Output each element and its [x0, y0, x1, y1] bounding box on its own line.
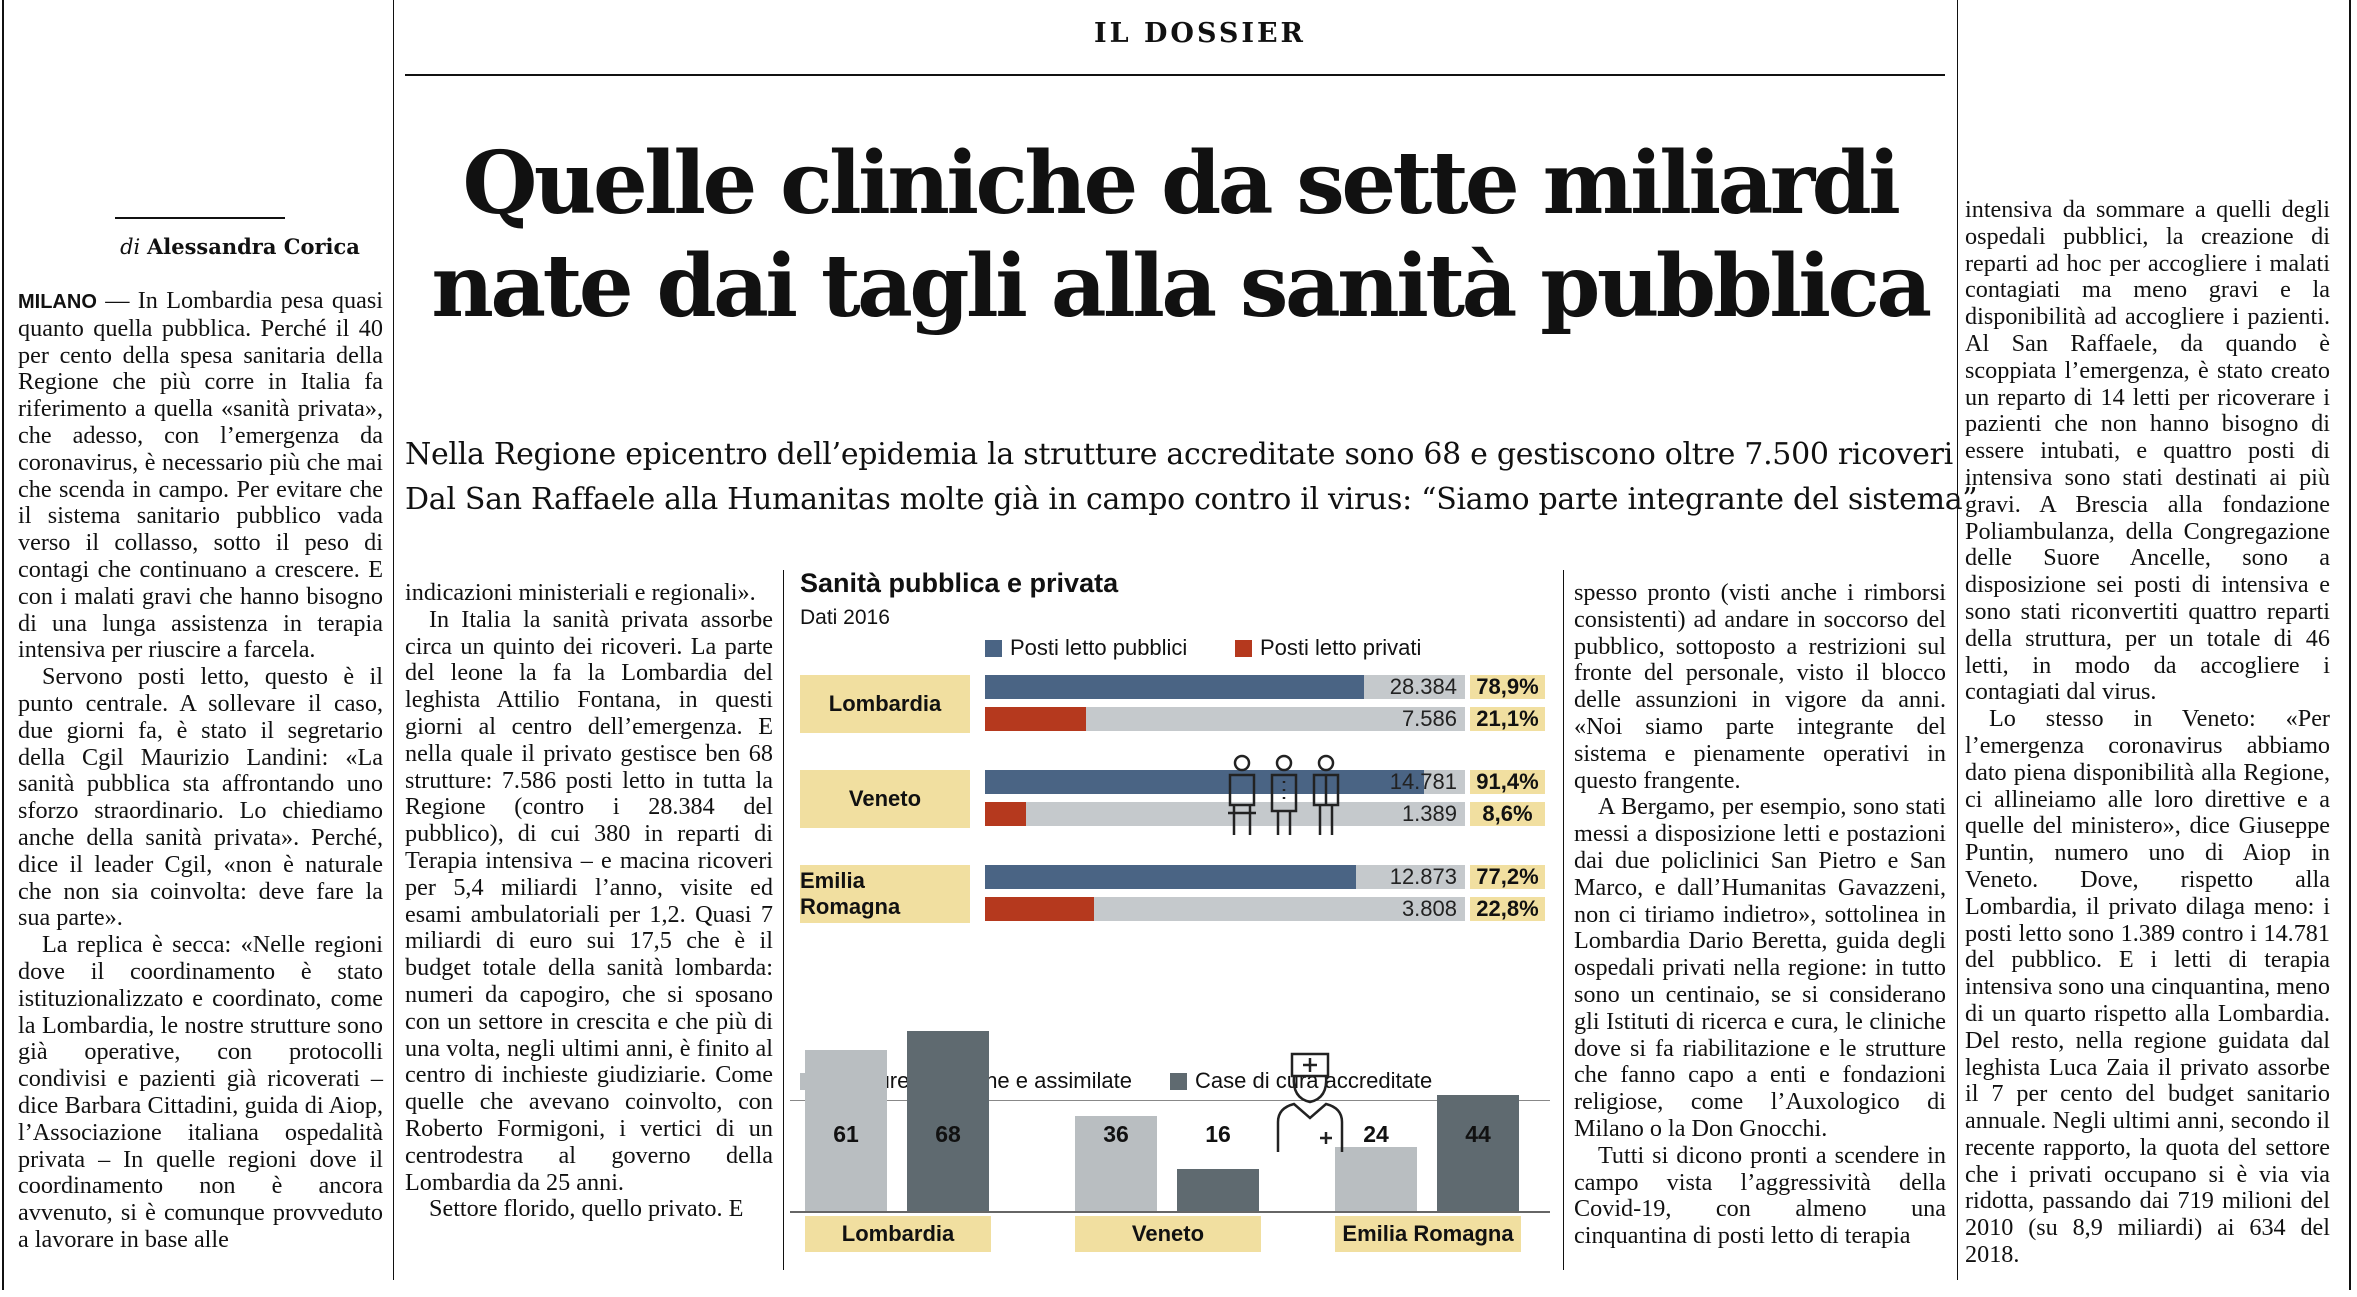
article-column-5: intensiva da sommare a quelli degli ospe…	[1965, 196, 2330, 1269]
legend-swatch	[1170, 1073, 1187, 1090]
legend-public-beds: Posti letto pubblici	[985, 635, 1187, 661]
section-kicker: IL DOSSIER	[1094, 18, 1306, 49]
private-structures-bar	[1177, 1168, 1259, 1211]
bar-value-label: 36	[1103, 1121, 1129, 1147]
bar-percent-label: 21,1%	[1470, 707, 1545, 731]
paragraph: A Bergamo, per esempio, sono stati messi…	[1574, 793, 1946, 1142]
bar-value-label: 1.389	[1401, 801, 1457, 826]
infographic: Sanità pubblica e privata Dati 2016 Post…	[790, 568, 1550, 1268]
paragraph: In Italia la sanità privata assorbe circ…	[405, 605, 773, 1196]
paragraph: Settore florido, quello privato. E	[429, 1195, 744, 1223]
bar-value-label: 28.384	[1389, 674, 1457, 699]
byline-prefix: di	[120, 235, 141, 259]
public-structures-bar	[1075, 1115, 1157, 1211]
paragraph: indicazioni ministeriali e regionali».	[405, 579, 756, 606]
region-axis-label: Lombardia	[805, 1216, 991, 1252]
column-rule-1	[393, 0, 394, 1280]
bar-track: 1.389	[985, 802, 1465, 826]
nurse-icon	[1276, 1052, 1344, 1152]
article-column-2: indicazioni ministeriali e regionali». I…	[405, 579, 773, 1223]
paragraph: La replica è secca: «Nelle regioni dove …	[18, 931, 383, 1253]
paragraph: intensiva da sommare a quelli degli ospe…	[1965, 196, 2330, 706]
bar-value-label: 3.808	[1401, 896, 1457, 921]
bar-percent-label: 22,8%	[1470, 897, 1545, 921]
legend-swatch	[1235, 640, 1252, 657]
subheadline: Nella Regione epicentro dell’epidemia la…	[405, 432, 1978, 522]
bar-track: 14.781	[985, 770, 1465, 794]
headline: Quelle cliniche da sette miliardi nate d…	[420, 132, 1940, 338]
region-label: Lombardia	[800, 675, 970, 733]
subhead-line-1: Nella Regione epicentro dell’epidemia la…	[405, 437, 1953, 472]
kicker-left-rule	[405, 74, 1945, 76]
bar-value-label: 61	[833, 1121, 859, 1147]
bar-value-label: 24	[1363, 1121, 1389, 1147]
paragraph: Lo stesso in Veneto: «Per l’emergenza co…	[1965, 705, 2330, 1269]
byline: di Alessandra Corica	[80, 234, 400, 259]
bar-track: 3.808	[985, 897, 1465, 921]
bar-value-label: 44	[1465, 1121, 1491, 1147]
chart-title: Sanità pubblica e privata	[800, 568, 1119, 598]
article-column-1: MILANO — In Lombardia pesa quasi quanto …	[18, 287, 383, 1254]
headline-line-1: Quelle cliniche da sette miliardi	[462, 133, 1901, 234]
public-beds-bar	[985, 675, 1364, 699]
bar-track: 28.384	[985, 675, 1465, 699]
column-rule-2	[1957, 0, 1958, 1280]
public-structures-bar	[1335, 1147, 1417, 1211]
medical-staff-icon	[1228, 754, 1340, 835]
bar-value-label: 12.873	[1389, 864, 1457, 889]
public-structures-bar	[805, 1049, 887, 1211]
paragraph: MILANO — In Lombardia pesa quasi quanto …	[18, 287, 383, 664]
region-label: Emilia Romagna	[800, 865, 970, 923]
bar-percent-label: 78,9%	[1470, 675, 1545, 699]
paragraph: Tutti si dicono pronti a scendere in cam…	[1574, 1141, 1946, 1250]
bar-value-label: 7.586	[1401, 706, 1457, 731]
private-structures-bar	[1437, 1094, 1519, 1211]
bar-value-label: 68	[935, 1121, 961, 1147]
paragraph: Servono posti letto, questo è il punto c…	[18, 663, 383, 932]
chart-baseline	[790, 1211, 1550, 1213]
region-axis-label: Veneto	[1075, 1216, 1261, 1252]
bar-percent-label: 91,4%	[1470, 770, 1545, 794]
bar-percent-label: 8,6%	[1470, 802, 1545, 826]
right-border	[2349, 0, 2351, 1290]
divider	[790, 1100, 1550, 1101]
byline-rule	[115, 217, 285, 219]
region-label: Veneto	[800, 770, 970, 828]
private-beds-bar	[985, 802, 1027, 826]
byline-author: Alessandra Corica	[146, 234, 360, 259]
left-border	[2, 0, 4, 1290]
headline-line-2: nate dai tagli alla sanità pubblica	[431, 236, 1932, 337]
region-axis-label: Emilia Romagna	[1335, 1216, 1521, 1252]
bar-track: 7.586	[985, 707, 1465, 731]
public-beds-bar	[985, 770, 1424, 794]
legend-private-beds: Posti letto privati	[1235, 635, 1421, 661]
legend-private-structures: Case di cura accreditate	[1170, 1068, 1432, 1094]
subhead-line-2: Dal San Raffaele alla Humanitas molte gi…	[405, 482, 1978, 517]
paragraph: spesso pronto (visti anche i rimborsi co…	[1574, 579, 1946, 794]
private-beds-bar	[985, 897, 1095, 921]
column-rule-4	[1563, 570, 1564, 1270]
article-column-4: spesso pronto (visti anche i rimborsi co…	[1574, 579, 1946, 1250]
bar-value-label: 14.781	[1389, 769, 1457, 794]
public-beds-bar	[985, 865, 1356, 889]
chart-subtitle: Dati 2016	[800, 606, 890, 629]
column-rule-3	[783, 570, 784, 1270]
bar-percent-label: 77,2%	[1470, 865, 1545, 889]
dateline: MILANO	[18, 291, 97, 313]
private-beds-bar	[985, 707, 1087, 731]
private-structures-bar	[907, 1031, 989, 1211]
bar-track: 12.873	[985, 865, 1465, 889]
legend-swatch	[985, 640, 1002, 657]
bar-value-label: 16	[1205, 1121, 1231, 1147]
